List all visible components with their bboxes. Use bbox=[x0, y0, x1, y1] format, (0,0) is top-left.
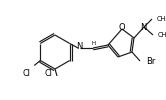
Text: N: N bbox=[140, 22, 146, 32]
Text: H: H bbox=[92, 41, 96, 46]
Text: Cl: Cl bbox=[22, 68, 30, 78]
Text: N: N bbox=[76, 42, 82, 51]
Text: O: O bbox=[119, 23, 125, 32]
Text: Br: Br bbox=[146, 56, 155, 66]
Text: Cl: Cl bbox=[44, 68, 52, 78]
Text: CH₃: CH₃ bbox=[158, 32, 166, 38]
Text: CH₃: CH₃ bbox=[157, 16, 166, 22]
